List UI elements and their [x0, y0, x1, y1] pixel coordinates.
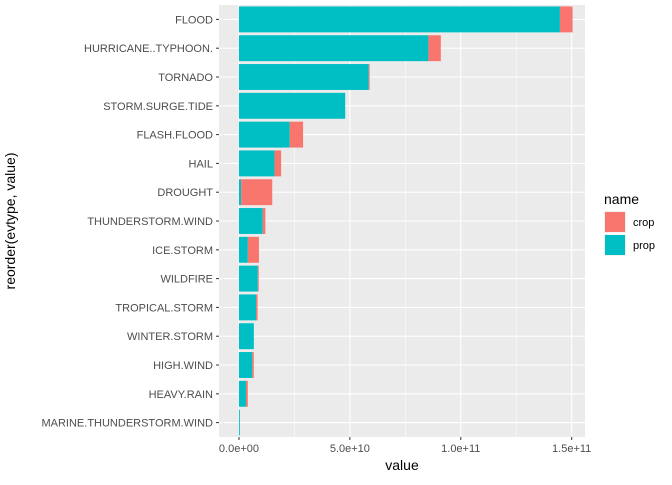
x-tick-label: 0.0e+00 — [219, 443, 259, 455]
y-axis: FLOOD HURRICANE..TYPHOON. TORNADO STORM.SUR… — [41, 14, 219, 430]
y-tick-label: ICE.STORM — [152, 245, 213, 257]
bar-prop-ice-storm — [238, 236, 248, 263]
bar-crop-wildfire — [257, 265, 259, 292]
x-axis-title: value — [385, 457, 419, 473]
bar-prop-winter-storm — [238, 323, 254, 350]
y-tick-label: FLOOD — [175, 14, 213, 26]
y-tick-label: MARINE.THUNDERSTORM.WIND — [41, 418, 213, 430]
legend-label-prop: prop — [633, 240, 655, 252]
bar-prop-drought — [238, 179, 242, 206]
bar-crop-drought — [241, 179, 273, 206]
bar-crop-hail — [274, 150, 282, 177]
x-axis: 0.0e+00 5.0e+10 1.0e+11 1.5e+11 — [219, 437, 591, 455]
y-tick-label: DROUGHT — [157, 187, 213, 199]
x-tick-label: 1.0e+11 — [441, 443, 480, 455]
y-tick-label: TROPICAL.STORM — [115, 302, 213, 314]
bar-crop-tropical-storm — [256, 294, 258, 321]
y-tick-label: HEAVY.RAIN — [149, 389, 213, 401]
bar-prop-storm-surge-tide — [238, 92, 346, 119]
y-tick-label: HIGH.WIND — [153, 360, 213, 372]
bar-crop-high-wind — [252, 352, 254, 378]
y-tick-label: TORNADO — [158, 72, 213, 84]
bar-prop-flash-flood — [238, 121, 290, 148]
y-tick-label: WILDFIRE — [160, 274, 213, 286]
y-tick-label: STORM.SURGE.TIDE — [103, 101, 213, 113]
bar-crop-ice-storm — [247, 236, 259, 263]
y-tick-label: THUNDERSTORM.WIND — [87, 216, 213, 228]
x-tick-label: 1.5e+11 — [552, 443, 591, 455]
bar-prop-tropical-storm — [238, 294, 257, 321]
x-tick-label: 5.0e+10 — [330, 443, 370, 455]
y-tick-label: FLASH.FLOOD — [137, 130, 213, 142]
bar-prop-heavy-rain — [238, 380, 247, 407]
bar-prop-tornado — [238, 64, 369, 90]
y-tick-label: WINTER.STORM — [127, 331, 213, 343]
y-tick-label: HAIL — [189, 158, 213, 170]
bar-crop-thunderstorm-wind — [262, 208, 266, 234]
bar-prop-wildfire — [238, 265, 258, 292]
bar-prop-flood — [238, 6, 560, 33]
bar-layer — [238, 6, 573, 436]
legend-key-prop — [605, 235, 625, 255]
bar-prop-high-wind — [238, 352, 253, 378]
bar-crop-flood — [559, 6, 573, 33]
bar-crop-flash-flood — [289, 121, 304, 148]
legend-items: crop prop — [604, 211, 655, 256]
legend-key-crop — [605, 212, 625, 232]
bar-crop-tornado — [368, 64, 370, 90]
legend-label-crop: crop — [633, 217, 654, 229]
bar-prop-marine-thunderstorm-wind — [238, 409, 240, 436]
bar-prop-hail — [238, 150, 275, 177]
legend: name crop prop — [604, 191, 655, 256]
y-tick-label: HURRICANE..TYPHOON. — [84, 43, 213, 55]
bar-prop-thunderstorm-wind — [238, 208, 263, 234]
bar-prop-hurricane--typhoon- — [238, 35, 429, 62]
y-axis-title: reorder(evtype, value) — [2, 153, 18, 290]
legend-title: name — [604, 191, 639, 207]
bar-crop-heavy-rain — [246, 380, 248, 407]
bar-crop-hurricane--typhoon- — [428, 35, 441, 62]
